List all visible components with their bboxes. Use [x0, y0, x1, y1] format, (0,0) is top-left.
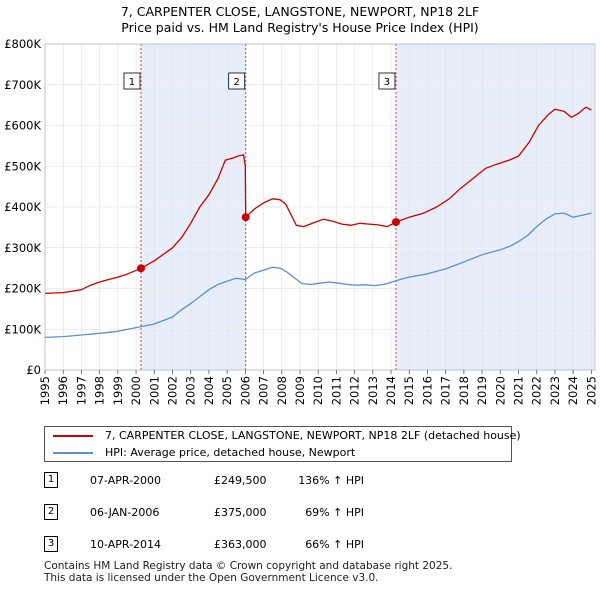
sale-number-badge: 3 [44, 536, 58, 552]
sale-marker-box [228, 72, 246, 90]
x-tick-label: 2011 [329, 376, 343, 405]
x-tick-label: 2008 [275, 376, 289, 405]
price-chart: 1 2 3 £0 £100K £200K £300K £400K £500K £600K £700… [4, 37, 598, 405]
y-tick-label: £100K [4, 322, 41, 336]
sale-point [136, 264, 145, 273]
x-tick-label: 1995 [38, 376, 52, 405]
x-tick-label: 2000 [129, 376, 143, 405]
legend-label-property: 7, CARPENTER CLOSE, LANGSTONE, NEWPORT, … [105, 429, 521, 442]
x-tick-label: 2005 [220, 376, 234, 405]
x-tick-label: 2007 [257, 376, 271, 405]
table-row: 3 10-APR-2014 £363,000 66% ↑ HPI [44, 536, 444, 556]
legend-swatch-property [53, 435, 93, 437]
x-tick-label: 2017 [439, 376, 453, 405]
x-tick-label: 2015 [402, 376, 416, 405]
sale-number-badge: 1 [44, 472, 58, 488]
chart-subtitle: Price paid vs. HM Land Registry's House … [121, 20, 479, 35]
sale-marker-box [378, 72, 396, 90]
x-tick-label: 2012 [348, 376, 362, 405]
sale-price: £375,000 [214, 506, 267, 519]
y-tick-label: £300K [4, 241, 41, 255]
x-tick-label: 2024 [566, 376, 580, 405]
x-tick-label: 1998 [93, 376, 107, 405]
sale-number-badge: 2 [44, 504, 58, 520]
y-tick-label: £800K [4, 37, 41, 51]
x-tick-label: 2016 [420, 376, 434, 405]
table-row: 2 06-JAN-2006 £375,000 69% ↑ HPI [44, 504, 444, 524]
x-tick-label: 2014 [384, 376, 398, 405]
sale-date: 07-APR-2000 [90, 474, 162, 487]
x-tick-label: 2006 [238, 376, 252, 405]
sale-price: £249,500 [214, 474, 267, 487]
y-tick-label: £400K [4, 200, 41, 214]
x-tick-label: 2009 [293, 376, 307, 405]
x-tick-label: 2022 [530, 376, 544, 405]
sale-point [391, 218, 400, 227]
sale-hpi-change: 66% ↑ HPI [305, 538, 364, 551]
y-tick-label: £200K [4, 282, 41, 296]
x-tick-label: 2021 [512, 376, 526, 405]
x-tick-label: 1997 [74, 376, 88, 405]
sale-marker-label: 2 [234, 77, 240, 88]
x-tick-label: 2025 [584, 376, 598, 405]
chart-title: 7, CARPENTER CLOSE, LANGSTONE, NEWPORT, … [120, 4, 480, 19]
sale-marker-box [123, 72, 141, 90]
x-tick-label: 2004 [202, 376, 216, 405]
x-tick-label: 2010 [311, 376, 325, 405]
x-tick-label: 2013 [366, 376, 380, 405]
y-tick-label: £700K [4, 78, 41, 92]
x-tick-label: 1999 [111, 376, 125, 405]
x-tick-label: 2018 [457, 376, 471, 405]
sale-hpi-change: 69% ↑ HPI [305, 506, 364, 519]
sale-marker-label: 1 [129, 77, 135, 88]
footer: Contains HM Land Registry data © Crown c… [44, 560, 452, 584]
x-tick-label: 2003 [184, 376, 198, 405]
sale-point [241, 213, 250, 222]
y-tick-label: £0 [26, 363, 41, 377]
x-tick-label: 2019 [475, 376, 489, 405]
footer-copyright: Contains HM Land Registry data © Crown c… [44, 560, 453, 572]
footer-license: This data is licensed under the Open Gov… [44, 572, 379, 584]
legend-label-hpi: HPI: Average price, detached house, Newp… [105, 446, 356, 459]
table-row: 1 07-APR-2000 £249,500 136% ↑ HPI [44, 472, 444, 492]
sale-date: 06-JAN-2006 [90, 506, 160, 519]
sale-hpi-change: 136% ↑ HPI [298, 474, 364, 487]
x-tick-label: 2023 [548, 376, 562, 405]
plot-frame [44, 43, 596, 371]
property-series-line [44, 106, 592, 295]
y-tick-label: £500K [4, 159, 41, 173]
hpi-series-line [44, 212, 592, 339]
legend-swatch-hpi [53, 452, 93, 454]
sale-price: £363,000 [214, 538, 267, 551]
sale-marker-label: 3 [384, 77, 390, 88]
legend: 7, CARPENTER CLOSE, LANGSTONE, NEWPORT, … [44, 426, 521, 462]
y-tick-label: £600K [4, 119, 41, 133]
x-tick-label: 2020 [493, 376, 507, 405]
sale-date: 10-APR-2014 [90, 538, 162, 551]
x-tick-label: 2002 [165, 376, 179, 405]
x-tick-label: 2001 [147, 376, 161, 405]
x-tick-label: 1996 [56, 376, 70, 405]
